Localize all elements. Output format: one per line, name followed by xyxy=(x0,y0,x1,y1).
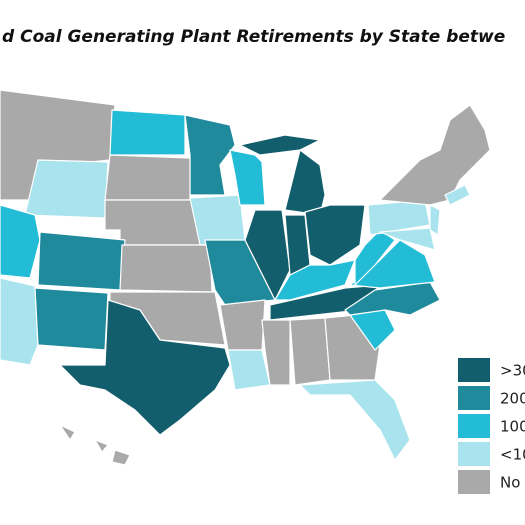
state xyxy=(0,204,41,279)
state xyxy=(261,319,291,386)
state xyxy=(34,287,109,351)
state xyxy=(104,199,206,246)
state xyxy=(104,154,191,201)
state xyxy=(229,149,266,206)
state xyxy=(284,149,326,216)
legend-label: >30 xyxy=(500,362,525,380)
legend-label: 100 xyxy=(500,418,525,436)
legend-label: No xyxy=(500,474,520,492)
state xyxy=(274,259,356,301)
state xyxy=(444,184,471,206)
state xyxy=(379,227,436,251)
legend-swatch xyxy=(458,414,490,438)
legend-swatch xyxy=(458,470,490,494)
state xyxy=(184,114,236,196)
state xyxy=(59,424,76,441)
state xyxy=(0,277,39,366)
state xyxy=(24,159,109,219)
legend-swatch xyxy=(458,386,490,410)
state xyxy=(429,204,441,236)
state xyxy=(289,317,331,386)
state xyxy=(239,134,321,156)
legend: >30 200 100 <10 No xyxy=(458,358,525,494)
state xyxy=(304,204,366,266)
state xyxy=(37,231,126,291)
legend-label: <10 xyxy=(500,446,525,464)
state xyxy=(379,104,491,206)
state xyxy=(227,349,271,391)
legend-swatch xyxy=(458,442,490,466)
state xyxy=(344,281,441,316)
map-title: d Coal Generating Plant Retirements by S… xyxy=(2,27,505,47)
states xyxy=(0,89,491,466)
state xyxy=(219,299,266,351)
state xyxy=(111,449,131,466)
state xyxy=(189,194,246,246)
state xyxy=(299,379,411,461)
state xyxy=(354,229,396,286)
legend-swatch xyxy=(458,358,490,382)
legend-label: 200 xyxy=(500,390,525,408)
state xyxy=(94,439,109,453)
state xyxy=(59,299,231,436)
state xyxy=(119,244,213,293)
state xyxy=(109,109,186,156)
